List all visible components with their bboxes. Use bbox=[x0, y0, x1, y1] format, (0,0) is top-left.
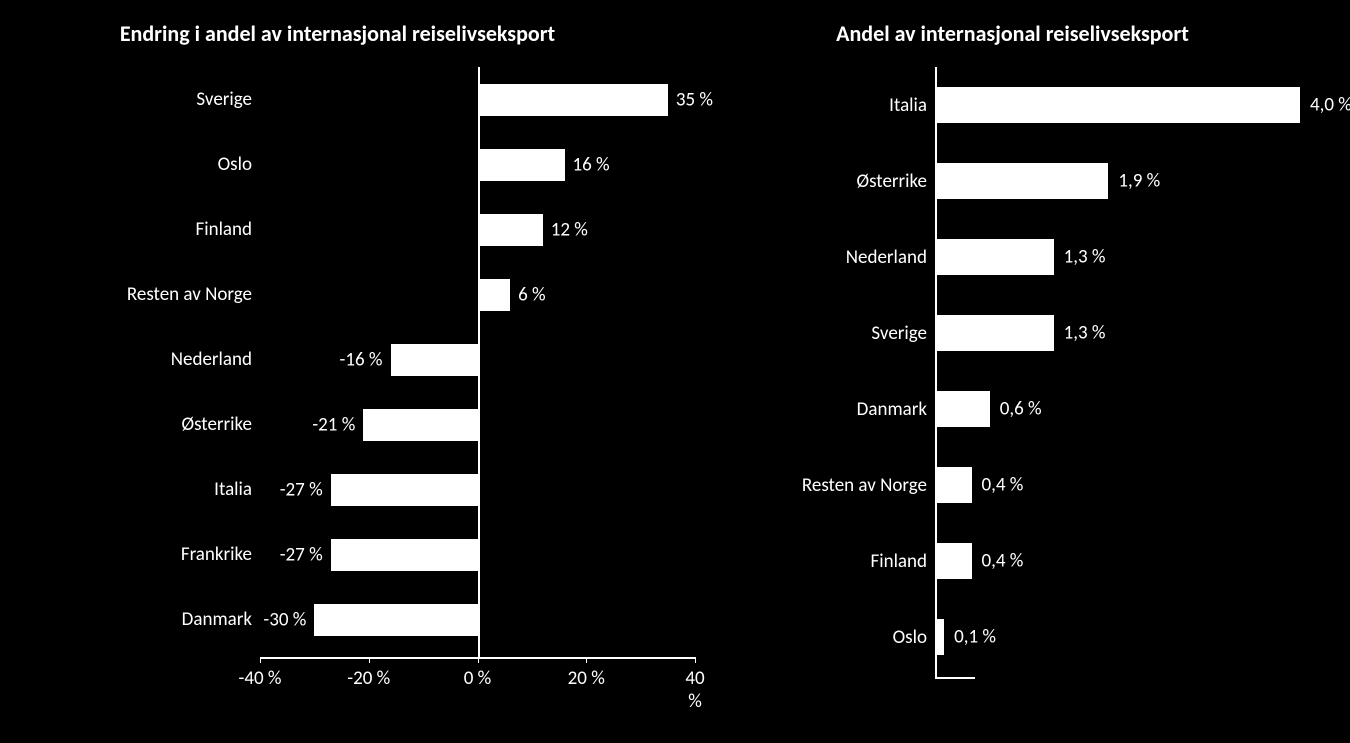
category-label: Sverige bbox=[705, 322, 935, 345]
chart-row: Nederland -16 % bbox=[30, 327, 645, 392]
y-axis-line bbox=[478, 67, 480, 657]
chart-row: Danmark 0,6 % bbox=[705, 371, 1320, 447]
value-label: 0,1 % bbox=[954, 626, 996, 649]
chart-row: Resten av Norge 0,4 % bbox=[705, 447, 1320, 523]
category-label: Nederland bbox=[705, 246, 935, 269]
category-label: Finland bbox=[705, 550, 935, 573]
tick-mark bbox=[260, 657, 261, 663]
chart-row: Østerrike 1,9 % bbox=[705, 143, 1320, 219]
x-tick-label: 0 % bbox=[464, 667, 492, 690]
category-label: Østerrike bbox=[705, 170, 935, 193]
bar bbox=[935, 163, 1108, 199]
tick-mark bbox=[478, 657, 479, 663]
category-label: Danmark bbox=[30, 608, 260, 631]
value-label: 1,3 % bbox=[1064, 322, 1106, 345]
category-label: Oslo bbox=[705, 626, 935, 649]
value-label: 6 % bbox=[518, 283, 546, 306]
y-axis-line bbox=[935, 67, 937, 677]
x-tick-label: -20 % bbox=[347, 667, 390, 690]
value-label: 0,6 % bbox=[1000, 398, 1042, 421]
chart-row: Østerrike -21 % bbox=[30, 392, 645, 457]
bar bbox=[935, 239, 1054, 275]
right-chart-panel: Andel av internasjonal reiselivseksport … bbox=[675, 0, 1350, 743]
value-label: 0,4 % bbox=[982, 550, 1024, 573]
chart-row: Sverige35 % bbox=[30, 67, 645, 132]
category-label: Sverige bbox=[30, 88, 260, 111]
bar bbox=[331, 539, 478, 571]
chart-row: Resten av Norge 6 % bbox=[30, 262, 645, 327]
bar bbox=[935, 391, 990, 427]
bar bbox=[391, 344, 478, 376]
left-chart-title: Endring i andel av internasjonal reiseli… bbox=[30, 20, 645, 47]
bar bbox=[478, 214, 543, 246]
category-label: Nederland bbox=[30, 348, 260, 371]
value-label: -27 % bbox=[280, 478, 323, 501]
category-label: Italia bbox=[30, 478, 260, 501]
category-label: Resten av Norge bbox=[705, 474, 935, 497]
bar bbox=[331, 474, 478, 506]
right-chart-body: Italia4,0 %Østerrike1,9 %Nederland1,3 %S… bbox=[705, 67, 1320, 707]
category-label: Finland bbox=[30, 218, 260, 241]
bar bbox=[478, 84, 668, 116]
tick-mark bbox=[369, 657, 370, 663]
value-label: -21 % bbox=[312, 413, 355, 436]
category-label: Oslo bbox=[30, 153, 260, 176]
chart-row: Oslo 16 % bbox=[30, 132, 645, 197]
category-label: Italia bbox=[705, 94, 935, 117]
value-label: 16 % bbox=[573, 153, 610, 176]
category-label: Østerrike bbox=[30, 413, 260, 436]
value-label: -27 % bbox=[280, 543, 323, 566]
chart-row: Frankrike -27 % bbox=[30, 522, 645, 587]
chart-row: Italia4,0 % bbox=[705, 67, 1320, 143]
x-axis-line bbox=[935, 677, 975, 679]
value-label: 1,9 % bbox=[1118, 170, 1160, 193]
chart-row: Finland 12 % bbox=[30, 197, 645, 262]
bar bbox=[478, 279, 511, 311]
value-label: 1,3 % bbox=[1064, 246, 1106, 269]
chart-row: Oslo 0,1 % bbox=[705, 599, 1320, 675]
left-chart-body: Sverige35 % Oslo 16 % Finland 12 % Resten av … bbox=[30, 67, 645, 707]
category-label: Danmark bbox=[705, 398, 935, 421]
bar bbox=[935, 315, 1054, 351]
x-axis-ticks: -40 %-20 %0 %20 %40 % bbox=[30, 657, 645, 697]
tick-mark bbox=[586, 657, 587, 663]
right-chart-title: Andel av internasjonal reiselivseksport bbox=[705, 20, 1320, 47]
value-label: 12 % bbox=[551, 218, 588, 241]
chart-row: Nederland 1,3 % bbox=[705, 219, 1320, 295]
value-label: 4,0 % bbox=[1310, 94, 1350, 117]
bar bbox=[314, 604, 477, 636]
value-label: -30 % bbox=[263, 608, 306, 631]
chart-row: Finland 0,4 % bbox=[705, 523, 1320, 599]
chart-row: Italia -27 % bbox=[30, 457, 645, 522]
value-label: -16 % bbox=[340, 348, 383, 371]
x-tick-label: 20 % bbox=[568, 667, 605, 690]
bar bbox=[363, 409, 477, 441]
bar bbox=[935, 87, 1300, 123]
chart-row: Danmark-30 % bbox=[30, 587, 645, 652]
category-label: Resten av Norge bbox=[30, 283, 260, 306]
category-label: Frankrike bbox=[30, 543, 260, 566]
charts-container: Endring i andel av internasjonal reiseli… bbox=[0, 0, 1350, 743]
left-chart-panel: Endring i andel av internasjonal reiseli… bbox=[0, 0, 675, 743]
chart-row: Sverige 1,3 % bbox=[705, 295, 1320, 371]
value-label: 0,4 % bbox=[982, 474, 1024, 497]
bar bbox=[478, 149, 565, 181]
bar bbox=[935, 543, 972, 579]
bar bbox=[935, 467, 972, 503]
x-tick-label: -40 % bbox=[239, 667, 282, 690]
